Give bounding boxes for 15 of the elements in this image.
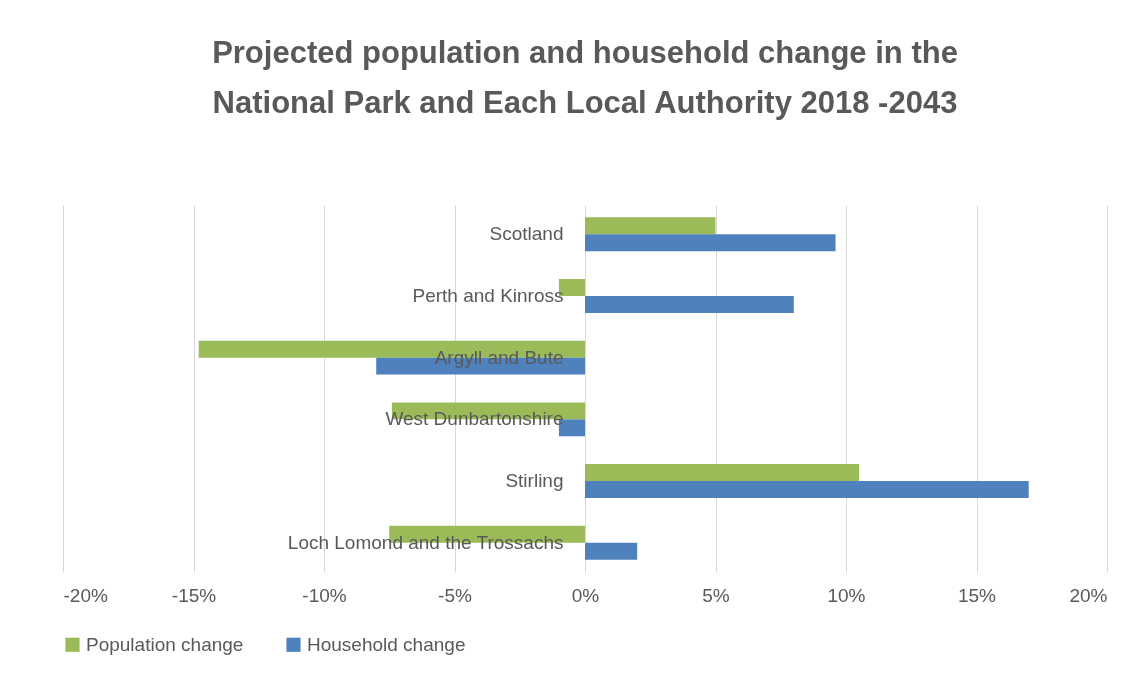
x-tick-label: -20%: [63, 584, 108, 606]
x-tick-label: 10%: [827, 584, 866, 606]
x-tick-label: -15%: [171, 584, 217, 606]
y-tick-label: Perth and Kinross: [412, 284, 564, 306]
y-tick-label: Stirling: [505, 470, 564, 492]
x-tick-label: -5%: [438, 584, 472, 606]
x-tick-label: 15%: [957, 584, 997, 606]
x-tick-label: 0%: [571, 584, 600, 606]
legend-label: Population change: [86, 633, 244, 655]
chart-title: Projected population and household change in the National Park and Each Local Authority 2018 -2043: [212, 35, 958, 120]
y-tick-label: Scotland: [489, 223, 564, 245]
x-tick-label: 20%: [1069, 584, 1108, 606]
x-tick-label: 5%: [702, 584, 730, 606]
legend-label: Household change: [307, 633, 466, 655]
x-tick-label: -10%: [302, 584, 347, 606]
